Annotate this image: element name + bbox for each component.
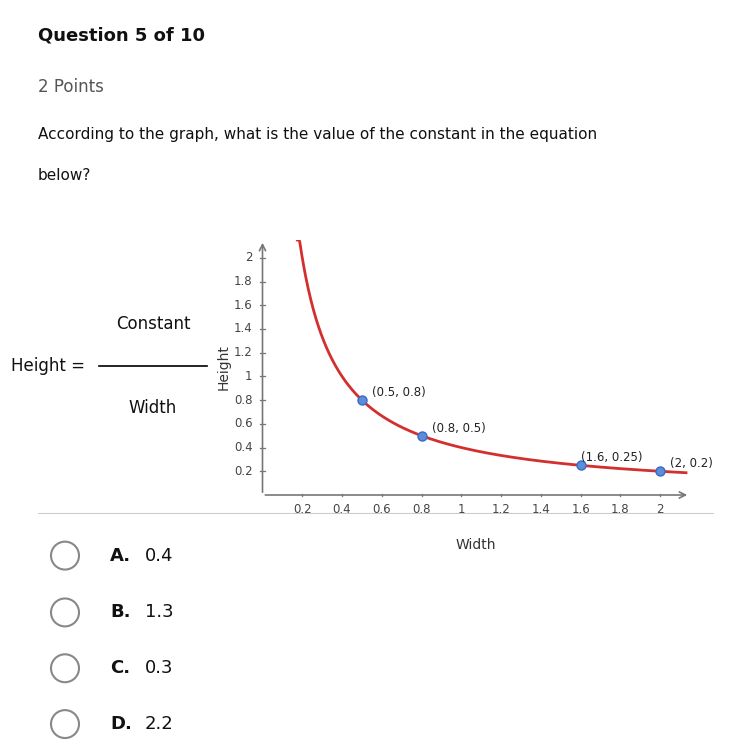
Text: 0.2: 0.2 — [234, 465, 253, 478]
Text: below?: below? — [38, 168, 91, 183]
Text: 2.2: 2.2 — [145, 715, 174, 733]
Circle shape — [51, 710, 79, 738]
Text: 2: 2 — [245, 251, 253, 264]
Text: 0.6: 0.6 — [234, 417, 253, 430]
Text: C.: C. — [110, 659, 130, 677]
Text: 1: 1 — [458, 503, 465, 516]
Text: 0.2: 0.2 — [293, 503, 311, 516]
Text: 2: 2 — [656, 503, 664, 516]
Text: 1.8: 1.8 — [611, 503, 630, 516]
Text: (0.5, 0.8): (0.5, 0.8) — [372, 386, 425, 399]
Text: 1.2: 1.2 — [234, 346, 253, 359]
Text: 1.6: 1.6 — [234, 298, 253, 312]
Text: Width: Width — [456, 538, 497, 552]
Text: 0.8: 0.8 — [234, 394, 253, 406]
Text: 1: 1 — [245, 370, 253, 383]
Circle shape — [51, 598, 79, 626]
Text: (2, 0.2): (2, 0.2) — [670, 457, 713, 470]
Text: A.: A. — [110, 547, 131, 565]
Text: 1.8: 1.8 — [234, 275, 253, 288]
Text: (0.8, 0.5): (0.8, 0.5) — [431, 422, 485, 436]
Text: 0.6: 0.6 — [373, 503, 391, 516]
Text: D.: D. — [110, 715, 132, 733]
Text: B.: B. — [110, 604, 130, 622]
Circle shape — [51, 654, 79, 682]
Text: 0.8: 0.8 — [413, 503, 430, 516]
Text: 1.3: 1.3 — [145, 604, 173, 622]
Text: Height =: Height = — [11, 357, 91, 375]
Text: Height: Height — [217, 344, 231, 391]
Text: Question 5 of 10: Question 5 of 10 — [38, 26, 205, 44]
Text: 0.4: 0.4 — [234, 441, 253, 454]
Circle shape — [51, 542, 79, 569]
Text: 0.4: 0.4 — [333, 503, 351, 516]
Text: 1.6: 1.6 — [572, 503, 590, 516]
Text: 1.2: 1.2 — [492, 503, 511, 516]
Text: 1.4: 1.4 — [532, 503, 550, 516]
Text: 0.4: 0.4 — [145, 547, 173, 565]
Text: 2 Points: 2 Points — [38, 78, 104, 96]
Text: Width: Width — [129, 399, 177, 417]
Text: 0.3: 0.3 — [145, 659, 173, 677]
Text: (1.6, 0.25): (1.6, 0.25) — [580, 451, 642, 464]
Text: 1.4: 1.4 — [234, 322, 253, 335]
Text: Constant: Constant — [116, 315, 190, 333]
Text: According to the graph, what is the value of the constant in the equation: According to the graph, what is the valu… — [38, 128, 597, 142]
